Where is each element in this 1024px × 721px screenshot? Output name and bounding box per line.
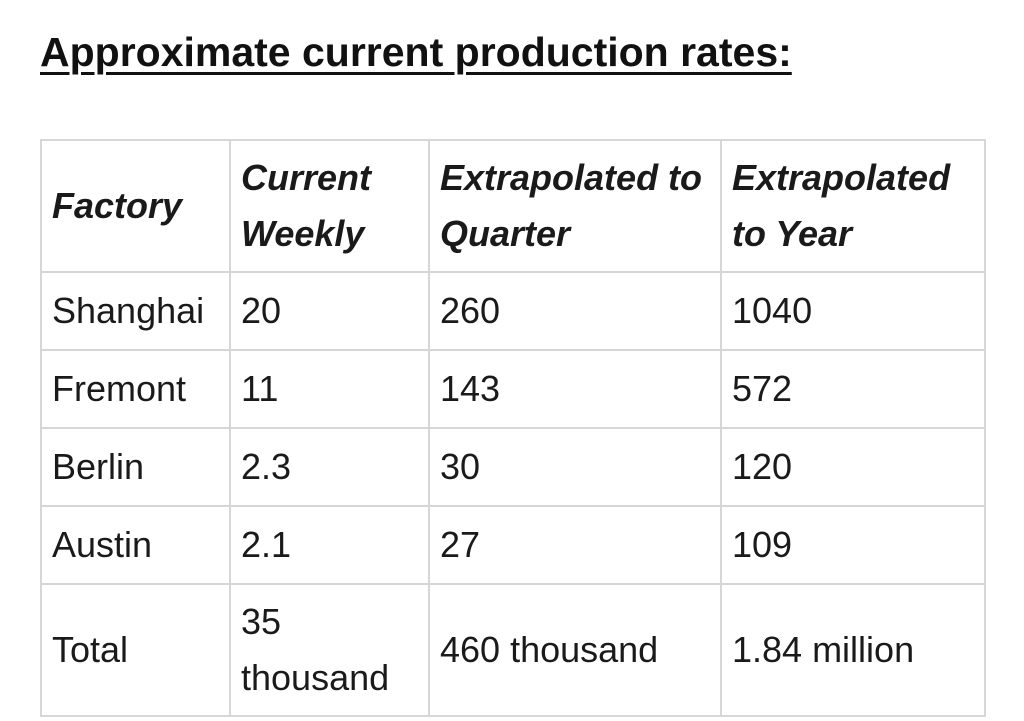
- table-row: Fremont 11 143 572: [40, 349, 986, 429]
- cell-factory: Austin: [40, 505, 231, 585]
- cell-year: 1.84 million: [720, 583, 986, 717]
- cell-year: 120: [720, 427, 986, 507]
- table-row: Berlin 2.3 30 120: [40, 427, 986, 507]
- cell-weekly: 20: [229, 271, 430, 351]
- cell-factory: Shanghai: [40, 271, 231, 351]
- page-title: Approximate current production rates:: [40, 29, 792, 75]
- production-rates-table: Factory Current Weekly Extrapolated to Q…: [40, 139, 986, 717]
- cell-factory: Berlin: [40, 427, 231, 507]
- cell-quarter: 30: [428, 427, 722, 507]
- cell-quarter: 260: [428, 271, 722, 351]
- cell-weekly: 35 thousand: [229, 583, 430, 717]
- cell-year: 109: [720, 505, 986, 585]
- cell-weekly: 11: [229, 349, 430, 429]
- cell-factory: Fremont: [40, 349, 231, 429]
- cell-weekly: 2.3: [229, 427, 430, 507]
- column-header-current-weekly: Current Weekly: [229, 139, 430, 273]
- column-header-extrapolated-quarter: Extrapolated to Quarter: [428, 139, 722, 273]
- table-row-total: Total 35 thousand 460 thousand 1.84 mill…: [40, 583, 986, 717]
- table-row: Austin 2.1 27 109: [40, 505, 986, 585]
- column-header-extrapolated-year: Extrapolated to Year: [720, 139, 986, 273]
- table-header-row: Factory Current Weekly Extrapolated to Q…: [40, 139, 986, 273]
- cell-year: 572: [720, 349, 986, 429]
- cell-year: 1040: [720, 271, 986, 351]
- column-header-factory: Factory: [40, 139, 231, 273]
- table-row: Shanghai 20 260 1040: [40, 271, 986, 351]
- cell-factory: Total: [40, 583, 231, 717]
- cell-quarter: 460 thousand: [428, 583, 722, 717]
- cell-weekly: 2.1: [229, 505, 430, 585]
- cell-quarter: 143: [428, 349, 722, 429]
- cell-quarter: 27: [428, 505, 722, 585]
